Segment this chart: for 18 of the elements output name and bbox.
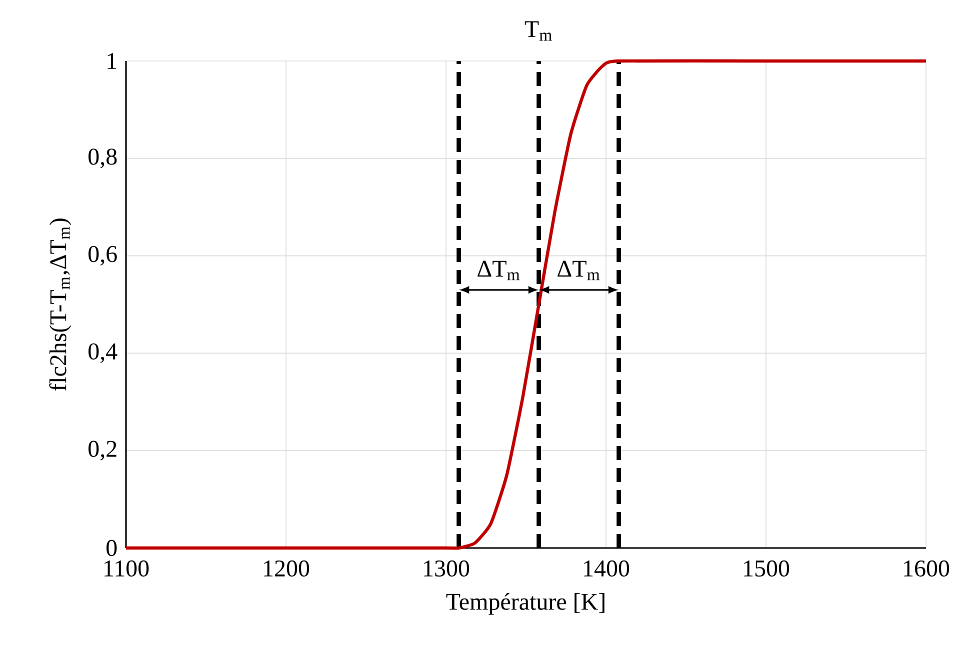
y-tick-label: 0: [106, 540, 117, 556]
y-tick-label: 0,6: [88, 246, 117, 266]
line-series: [124, 59, 928, 550]
x-tick-label: 1200: [264, 560, 310, 577]
ref-line-label: T$_{m}$: [524, 21, 552, 41]
annotation: ΔT$_{m}$: [558, 260, 600, 280]
x-tick-label: 1600: [904, 560, 950, 577]
x-axis-title: Température [K]: [446, 592, 604, 615]
y-axis-title: flc2hs(T-T$_{m}$,ΔT$_{m}$): [49, 218, 72, 391]
x-tick-label: 1300: [424, 560, 470, 577]
y-tick-label: 0,2: [88, 440, 116, 460]
y-tick-label: 1: [108, 53, 116, 69]
x-tick-label: 1100: [104, 560, 149, 577]
x-tick-label: 1500: [744, 560, 790, 577]
annotation: ΔT$_{m}$: [478, 260, 520, 280]
x-tick-label: 1400: [584, 560, 630, 577]
y-tick-label: 0,4: [88, 343, 118, 364]
y-tick-label: 0,8: [88, 148, 117, 168]
